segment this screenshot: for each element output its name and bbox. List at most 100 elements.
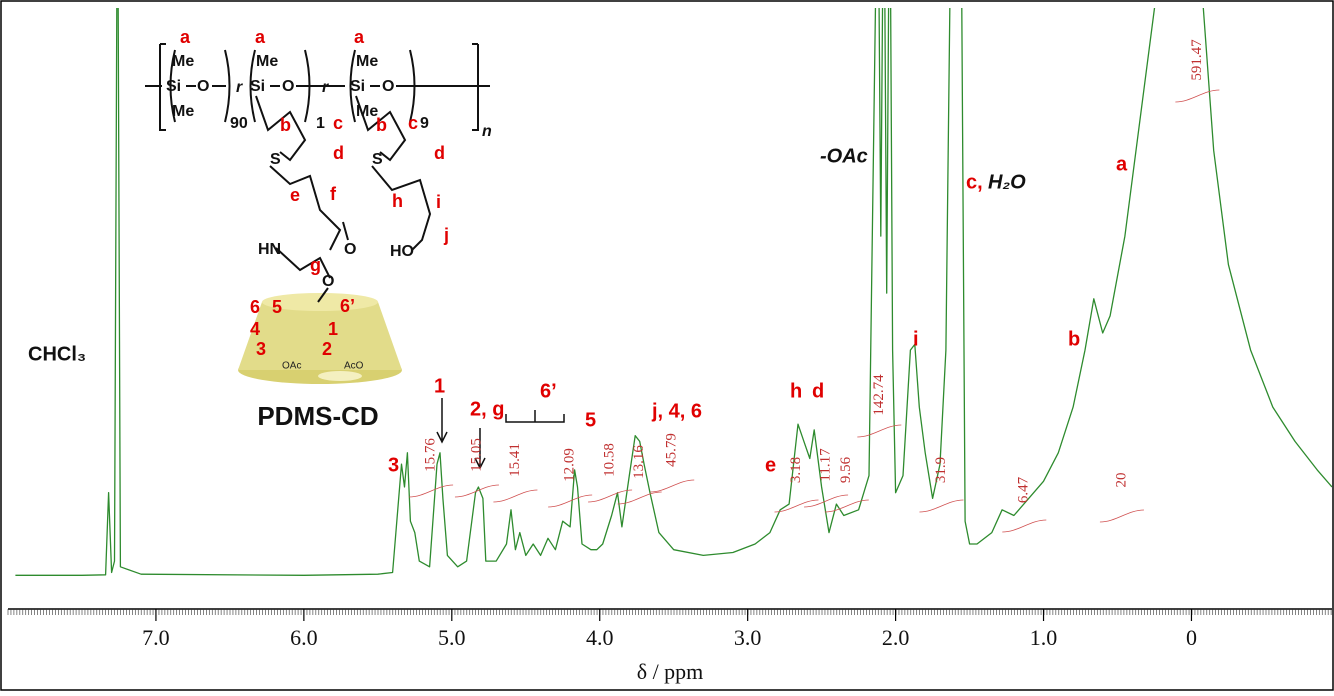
integral-value: 15.76 — [423, 438, 439, 472]
integral-curve — [454, 484, 499, 498]
annotation: 6’ — [540, 380, 557, 402]
label: r — [322, 79, 329, 96]
label: Me — [356, 103, 378, 120]
annotation: c, — [966, 171, 983, 193]
label: 3 — [256, 339, 266, 359]
x-tick-label: 1.0 — [1030, 625, 1058, 650]
annotation: CHCl₃ — [28, 343, 86, 365]
cone-body — [238, 302, 402, 370]
label: 1 — [328, 319, 338, 339]
annotation: e — [765, 454, 776, 476]
minor-ticks — [7, 609, 1332, 615]
integral-value: 11.17 — [818, 448, 834, 482]
unit-parens — [169, 49, 416, 123]
integral-value: 31.9 — [933, 457, 949, 483]
label: e — [290, 185, 300, 205]
outer-bracket — [159, 43, 479, 131]
label: 90 — [230, 115, 248, 132]
integral-value: 20 — [1113, 473, 1129, 488]
integral-curve — [1175, 89, 1220, 103]
annotation: h — [790, 380, 802, 402]
annotation: -OAc — [820, 145, 868, 167]
integral-value: 13.16 — [631, 445, 647, 479]
label: c — [333, 113, 343, 133]
label: S — [372, 151, 383, 168]
integral-curve — [1002, 519, 1047, 533]
structure: a a a Me Si O Me 90 r Me Si O 1 r Me Si … — [145, 27, 492, 431]
annotation: 2, g — [470, 398, 504, 420]
label: O — [344, 241, 356, 258]
label: 5 — [272, 297, 282, 317]
integral-value: 45.79 — [664, 433, 680, 467]
annotation: H₂O — [988, 171, 1026, 193]
label: 2 — [322, 339, 332, 359]
label: a — [255, 27, 266, 47]
integral-value: 142.74 — [871, 374, 887, 416]
label: OAc — [282, 361, 301, 372]
x-tick-label: 3.0 — [734, 625, 762, 650]
cd-link — [317, 287, 329, 303]
label: 1 — [316, 115, 325, 132]
spectrum-area — [15, 8, 1332, 576]
label: O — [197, 78, 209, 95]
label: 6’ — [340, 296, 355, 316]
hydroxy-bonds — [355, 95, 432, 251]
label: c — [408, 113, 418, 133]
label: S — [270, 151, 281, 168]
label: 9 — [420, 115, 429, 132]
label: Si — [250, 78, 265, 95]
annotation: d — [812, 380, 824, 402]
integral-curve — [548, 494, 593, 508]
label: r — [236, 79, 243, 96]
linker-bonds — [255, 95, 349, 279]
x-tick-label: 2.0 — [882, 625, 910, 650]
label: i — [436, 192, 441, 212]
integral-curve — [617, 491, 662, 505]
label: HN — [258, 241, 281, 258]
integral-value: 15.05 — [468, 438, 484, 472]
integral-value: 3.18 — [788, 457, 804, 483]
integral-value: 10.58 — [602, 443, 618, 477]
label: n — [482, 123, 492, 140]
label: a — [180, 27, 191, 47]
label: b — [280, 115, 291, 135]
label: Si — [350, 78, 365, 95]
integral-curve — [588, 489, 633, 503]
label: d — [333, 143, 344, 163]
annotation: j, 4, 6 — [651, 400, 702, 422]
annotation: i — [913, 328, 919, 350]
annotation: a — [1116, 153, 1128, 175]
x-tick-label: 0 — [1186, 625, 1197, 650]
label: Me — [256, 53, 278, 70]
label: O — [322, 273, 334, 290]
annotation: 5 — [585, 409, 596, 431]
label: b — [376, 115, 387, 135]
label: AcO — [344, 361, 364, 372]
annotation: b — [1068, 328, 1080, 350]
annotation: 3 — [388, 454, 399, 476]
label: 6 — [250, 297, 260, 317]
bracket — [505, 410, 565, 423]
label: HO — [390, 243, 414, 260]
integral-curve — [650, 479, 695, 493]
x-tick-label: 5.0 — [438, 625, 466, 650]
label: g — [310, 255, 321, 275]
annotation: 1 — [434, 375, 445, 397]
x-tick-label: 7.0 — [142, 625, 170, 650]
integral-curve — [409, 484, 454, 498]
label: Si — [166, 78, 181, 95]
integral-value: 9.56 — [838, 456, 854, 483]
integral-curve — [493, 489, 538, 503]
integral-value: 591.47 — [1189, 39, 1205, 81]
x-tick-label: 4.0 — [586, 625, 614, 650]
label: d — [434, 143, 445, 163]
label: h — [392, 191, 403, 211]
label: O — [382, 78, 394, 95]
integral-value: 6.47 — [1016, 476, 1032, 503]
label: j — [443, 225, 449, 245]
integral-curve — [1099, 509, 1144, 523]
x-tick-label: 6.0 — [290, 625, 318, 650]
label: a — [354, 27, 365, 47]
spectrum-line — [15, 8, 1332, 576]
